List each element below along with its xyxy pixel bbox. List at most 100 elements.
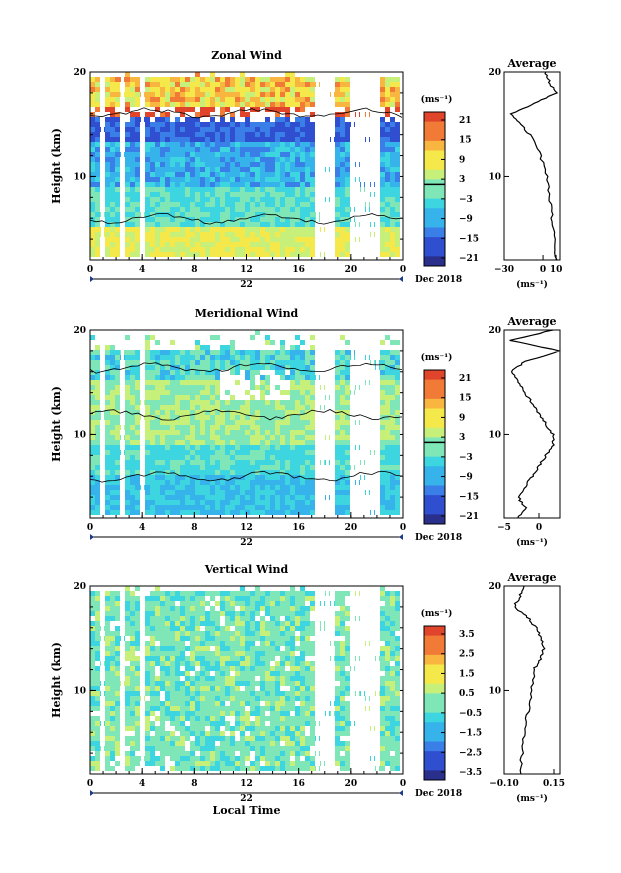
heat-cell [395,375,400,380]
heat-cell [255,611,260,616]
heat-cell [125,127,130,132]
heat-cell [245,641,250,646]
heat-cell [280,706,285,711]
heat-cell [245,217,250,222]
heat-cell [195,606,200,611]
heat-cell [390,611,395,616]
heat-cell [285,242,290,247]
heat-cell [200,400,205,405]
heat-cell [135,370,140,375]
heat-cell [175,606,180,611]
heat-cell [90,187,95,192]
heat-cell [240,152,245,157]
heat-cell [305,87,310,92]
heat-cell [335,112,340,117]
heat-cell [135,606,140,611]
heat-cell [265,641,270,646]
heat-cell [185,77,190,82]
heat-cell [170,651,175,656]
heat-cell [280,591,285,596]
heat-cell [245,112,250,117]
heat-cell [305,212,310,217]
heat-cell [380,380,385,385]
month-label: Dec 2018 [415,533,462,543]
heat-cell [295,375,300,380]
heat-cell [125,621,130,626]
heat-cell [205,611,210,616]
heat-cell [380,691,385,696]
heat-cell [170,646,175,651]
heat-cell [145,601,150,606]
heat-cell [335,355,340,360]
heat-cell [90,656,95,661]
heat-cell [265,177,270,182]
heat-cell [190,726,195,731]
heat-cell [260,430,265,435]
heat-cell [270,480,275,485]
heat-cell [285,177,290,182]
heat-cell [200,390,205,395]
heat-cell [160,227,165,232]
heat-cell [385,430,390,435]
heat-cell [95,455,100,460]
heat-cell [165,152,170,157]
heat-cell [270,217,275,222]
heat-cell [95,716,100,721]
heat-cell [155,232,160,237]
heat-cell [130,385,135,390]
heat-cell [105,671,110,676]
heat-cell [335,711,340,716]
heat-cell [125,490,130,495]
heat-cell [335,616,340,621]
heat-cell [115,127,120,132]
heat-cell [240,671,245,676]
heat-cell [220,671,225,676]
heat-cell [290,142,295,147]
heat-cell [195,495,200,500]
heat-cell [145,187,150,192]
heat-cell [390,415,395,420]
heat-cell [210,631,215,636]
heat-cell [225,232,230,237]
heat-cell [135,616,140,621]
heat-cell [115,601,120,606]
heat-cell [280,661,285,666]
contour-line [89,408,403,421]
heat-cell [390,137,395,142]
heat-cell [115,641,120,646]
heat-cell [145,182,150,187]
heat-cell [170,591,175,596]
heat-cell [275,435,280,440]
heat-cell [275,370,280,375]
heat-cell [250,142,255,147]
heat-cell [300,636,305,641]
heat-cell [110,137,115,142]
heat-cell [380,485,385,490]
heat-cell [90,222,95,227]
heat-cell [205,651,210,656]
heat-cell [180,450,185,455]
heat-cell [185,646,190,651]
heat-cell [195,112,200,117]
heat-cell [225,425,230,430]
heat-cell [275,400,280,405]
data-gap [356,72,359,260]
heat-cell [135,656,140,661]
heat-cell [285,132,290,137]
heat-cell [240,237,245,242]
heat-cell [335,435,340,440]
heat-cell [270,102,275,107]
heat-cell [195,137,200,142]
heat-cell [205,97,210,102]
heat-cell [245,696,250,701]
heat-cell [155,726,160,731]
heat-cell [275,242,280,247]
heat-cell [105,666,110,671]
heat-cell [275,420,280,425]
heat-cell [220,636,225,641]
heat-cell [155,681,160,686]
heat-cell [195,72,200,77]
heat-cell [130,167,135,172]
heat-cell [240,490,245,495]
heat-cell [240,445,245,450]
